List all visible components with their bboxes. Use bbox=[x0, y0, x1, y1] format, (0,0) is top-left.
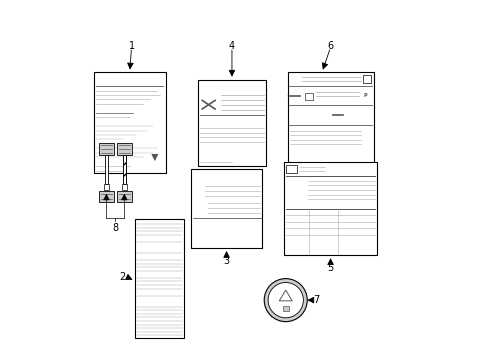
Text: 1: 1 bbox=[128, 41, 134, 50]
Circle shape bbox=[267, 283, 303, 318]
Text: 4: 4 bbox=[228, 41, 235, 50]
Bar bbox=[117, 192, 131, 202]
Circle shape bbox=[160, 327, 168, 336]
Circle shape bbox=[199, 96, 217, 114]
Bar bbox=[94, 72, 165, 173]
Circle shape bbox=[149, 327, 158, 336]
Circle shape bbox=[139, 327, 147, 336]
Circle shape bbox=[314, 111, 321, 118]
Bar bbox=[104, 155, 108, 184]
Bar bbox=[136, 237, 182, 239]
Bar bbox=[135, 220, 183, 338]
Text: 3: 3 bbox=[223, 256, 229, 266]
Bar bbox=[122, 184, 126, 190]
Bar bbox=[136, 244, 182, 246]
Bar bbox=[362, 75, 371, 83]
Text: 8: 8 bbox=[112, 223, 118, 233]
Circle shape bbox=[192, 202, 204, 215]
Bar bbox=[104, 184, 108, 190]
Circle shape bbox=[284, 181, 304, 201]
Bar bbox=[136, 291, 182, 293]
Bar bbox=[99, 192, 113, 202]
Bar bbox=[200, 119, 241, 123]
Bar bbox=[99, 143, 113, 155]
Bar bbox=[285, 165, 296, 173]
Bar bbox=[136, 248, 182, 250]
Bar bbox=[326, 165, 353, 171]
Bar bbox=[122, 155, 126, 184]
Bar bbox=[282, 306, 288, 311]
Bar bbox=[136, 302, 182, 304]
Text: P: P bbox=[363, 93, 367, 98]
Bar bbox=[190, 169, 262, 248]
Bar bbox=[287, 72, 373, 169]
Bar bbox=[136, 298, 182, 300]
Bar bbox=[305, 93, 312, 100]
Bar bbox=[364, 127, 370, 167]
Text: 7: 7 bbox=[313, 295, 319, 305]
Bar bbox=[190, 234, 262, 248]
Text: INFORMATION LABEL TITLE HERE: INFORMATION LABEL TITLE HERE bbox=[105, 76, 154, 80]
Circle shape bbox=[289, 186, 299, 196]
Circle shape bbox=[330, 108, 344, 121]
Bar bbox=[136, 255, 182, 257]
Text: LABEL TITLE: LABEL TITLE bbox=[223, 82, 241, 86]
Text: 6: 6 bbox=[327, 41, 333, 50]
Circle shape bbox=[287, 89, 302, 103]
Bar bbox=[94, 72, 165, 83]
Bar bbox=[284, 162, 376, 255]
Text: 5: 5 bbox=[327, 263, 333, 273]
Bar bbox=[198, 80, 265, 166]
Bar bbox=[136, 273, 182, 275]
Text: 2: 2 bbox=[119, 272, 125, 282]
Circle shape bbox=[359, 90, 371, 102]
Circle shape bbox=[264, 279, 306, 321]
Text: ! WARNING/CAUTION: ! WARNING/CAUTION bbox=[208, 172, 244, 176]
Circle shape bbox=[309, 107, 325, 123]
Bar bbox=[190, 169, 262, 178]
Bar bbox=[117, 143, 131, 155]
Bar bbox=[122, 155, 126, 184]
Bar bbox=[285, 200, 374, 204]
Bar bbox=[198, 80, 265, 89]
